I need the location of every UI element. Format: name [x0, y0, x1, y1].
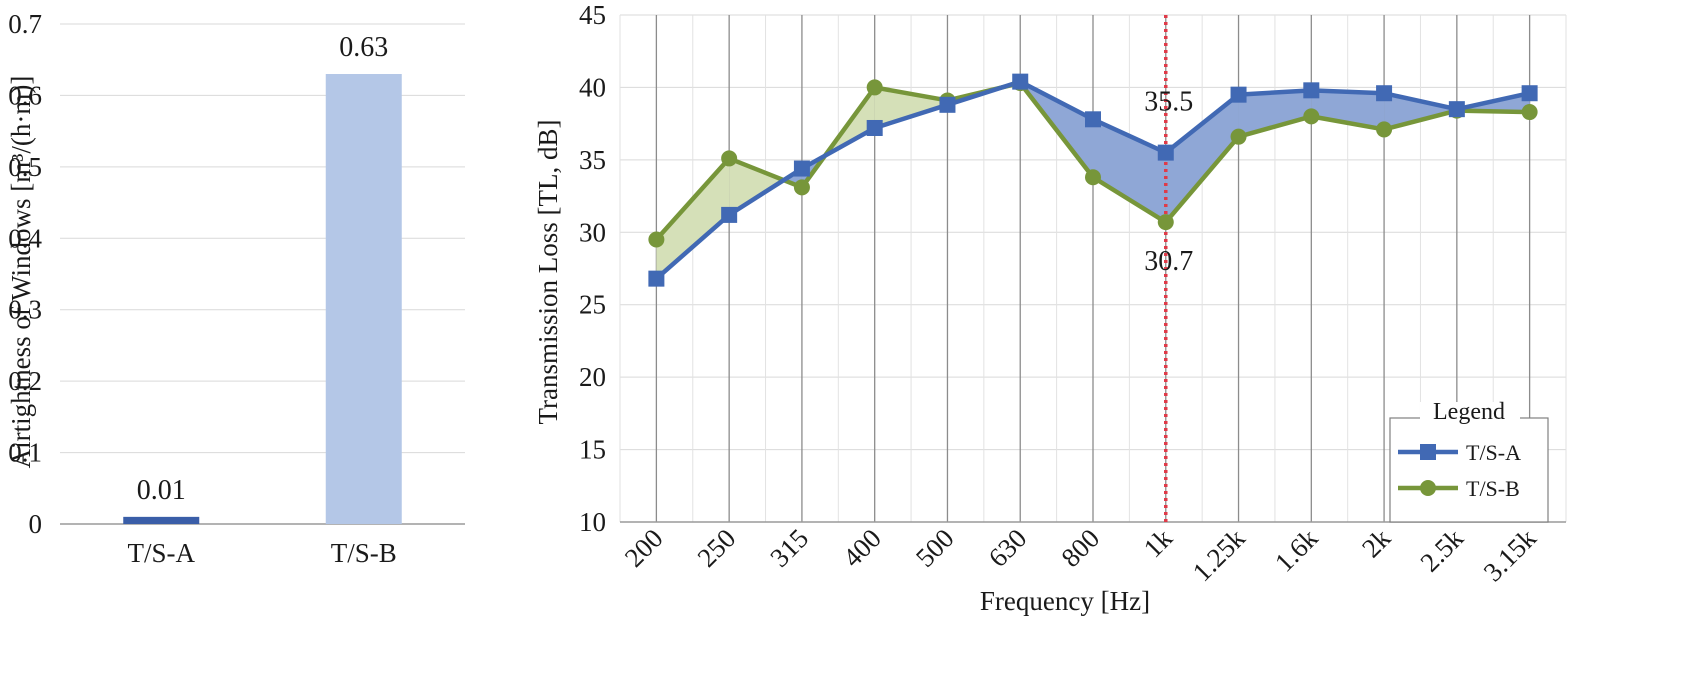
- bar-y-tick-label: 0.3: [8, 295, 42, 325]
- bar: [325, 74, 402, 524]
- square-marker: [1157, 144, 1174, 161]
- line-x-tick-label: 1.6k: [1269, 523, 1324, 578]
- bar-category-labels: T/S-A T/S-B: [128, 538, 397, 568]
- square-marker: [1085, 111, 1101, 128]
- line-y-tick-label: 40: [579, 72, 606, 102]
- bar-value-label: 0.63: [339, 32, 388, 63]
- bar-data-labels: 0.01 0.63: [137, 32, 389, 506]
- legend-item-label: T/S-B: [1466, 476, 1520, 501]
- circle-marker: [721, 150, 738, 167]
- legend-item-label: T/S-A: [1466, 440, 1521, 465]
- circle-marker: [1521, 104, 1538, 121]
- bar-category-label: T/S-B: [331, 538, 397, 568]
- line-y-tick-label: 20: [579, 362, 606, 392]
- square-marker: [1448, 101, 1465, 118]
- line-x-tick-label: 1.25k: [1187, 523, 1252, 588]
- bar-y-tick-label: 0.6: [8, 80, 42, 110]
- line-x-tick-label: 2k: [1356, 523, 1397, 564]
- difference-fill-segment: [1311, 90, 1385, 130]
- bar-y-axis-title: Airtightness of Windows [m³/(h·m)]: [6, 76, 36, 469]
- line-x-tick-label: 3.15k: [1478, 523, 1543, 588]
- difference-fill-segment: [1384, 93, 1457, 130]
- square-marker: [1521, 85, 1538, 102]
- square-marker: [1303, 82, 1320, 99]
- bar-y-tick-label: 0.4: [8, 223, 42, 253]
- legend-box: [1389, 417, 1549, 523]
- circle-marker: [1230, 128, 1247, 145]
- difference-fill-segment: [1238, 90, 1312, 137]
- bar-value-label: 0.01: [137, 475, 186, 506]
- difference-fill-segment: [729, 158, 784, 215]
- line-x-tick-label: 2.5k: [1414, 523, 1469, 578]
- line-y-axis-title: Transmission Loss [TL, dB]: [533, 119, 563, 424]
- difference-fill-segment: [656, 158, 730, 279]
- circle-marker: [1085, 169, 1101, 186]
- line-y-tick-label: 15: [579, 435, 606, 465]
- legend-title-bg: [1420, 402, 1520, 422]
- line-y-tick-label: 35: [579, 145, 606, 175]
- line-y-tick-label: 10: [579, 507, 606, 537]
- legend-items: T/S-A T/S-B: [1398, 440, 1521, 501]
- square-marker: [793, 160, 810, 177]
- line-y-tick-label: 30: [579, 217, 606, 247]
- bar: [123, 516, 200, 524]
- square-marker: [939, 96, 956, 113]
- line-x-tick-label: 500: [910, 523, 960, 573]
- square-marker: [648, 270, 665, 287]
- line-x-tick-label: 315: [764, 523, 814, 573]
- line-x-tick-labels: 200 250 315 400 500 630 800 1k 1.25k 1.6k 2k 2.5k 3.…: [619, 523, 1542, 588]
- circle-marker: [1376, 121, 1393, 138]
- square-marker: [1012, 73, 1029, 90]
- square-marker: [721, 206, 738, 223]
- line-x-tick-label: 250: [692, 523, 742, 573]
- data-annotation: 30.7: [1144, 246, 1193, 277]
- line-x-tick-label: 630: [983, 523, 1033, 573]
- bar-marks: [123, 74, 402, 524]
- square-marker: [1230, 86, 1247, 103]
- data-annotation: 35.5: [1144, 87, 1193, 118]
- square-marker: [1376, 85, 1393, 102]
- line-x-tick-label: 800: [1055, 523, 1105, 573]
- line-x-tick-label: 200: [619, 523, 669, 573]
- line-x-tick-label: 400: [837, 523, 887, 573]
- line-y-tick-label: 45: [579, 0, 606, 30]
- line-gridlines: [619, 14, 1567, 523]
- circle-marker: [793, 179, 810, 196]
- difference-fill-segment: [1165, 94, 1239, 223]
- bar-y-tick-label: 0: [29, 509, 43, 539]
- bar-y-tick-label: 0.2: [8, 366, 42, 396]
- line-y-tick-labels: 10 15 20 25 30 35 40 45: [579, 0, 606, 537]
- square-marker: [866, 119, 883, 136]
- legend-title: Legend: [1433, 399, 1505, 425]
- circle-marker: [866, 79, 883, 96]
- circle-marker: [648, 231, 665, 248]
- line-annotations: 35.5 30.7: [1144, 87, 1193, 278]
- line-x-tick-label: 1k: [1138, 523, 1179, 564]
- bar-y-tick-label: 0.5: [8, 152, 42, 182]
- bar-y-tick-labels: 0 0.1 0.2 0.3 0.4 0.5 0.6 0.7: [8, 9, 42, 539]
- bar-category-label: T/S-A: [128, 538, 196, 568]
- legend: Legend T/S-A T/S-B: [1389, 399, 1549, 523]
- line-markers: [648, 73, 1538, 287]
- legend-circle-marker: [1420, 480, 1436, 496]
- bar-y-tick-label: 0.7: [8, 9, 42, 39]
- circle-marker: [1157, 214, 1174, 231]
- line-y-tick-label: 25: [579, 290, 606, 320]
- line-x-axis-title: Frequency [Hz]: [980, 586, 1150, 616]
- legend-square-marker: [1420, 444, 1436, 460]
- circle-marker: [1303, 108, 1320, 125]
- bar-y-tick-label: 0.1: [8, 438, 42, 468]
